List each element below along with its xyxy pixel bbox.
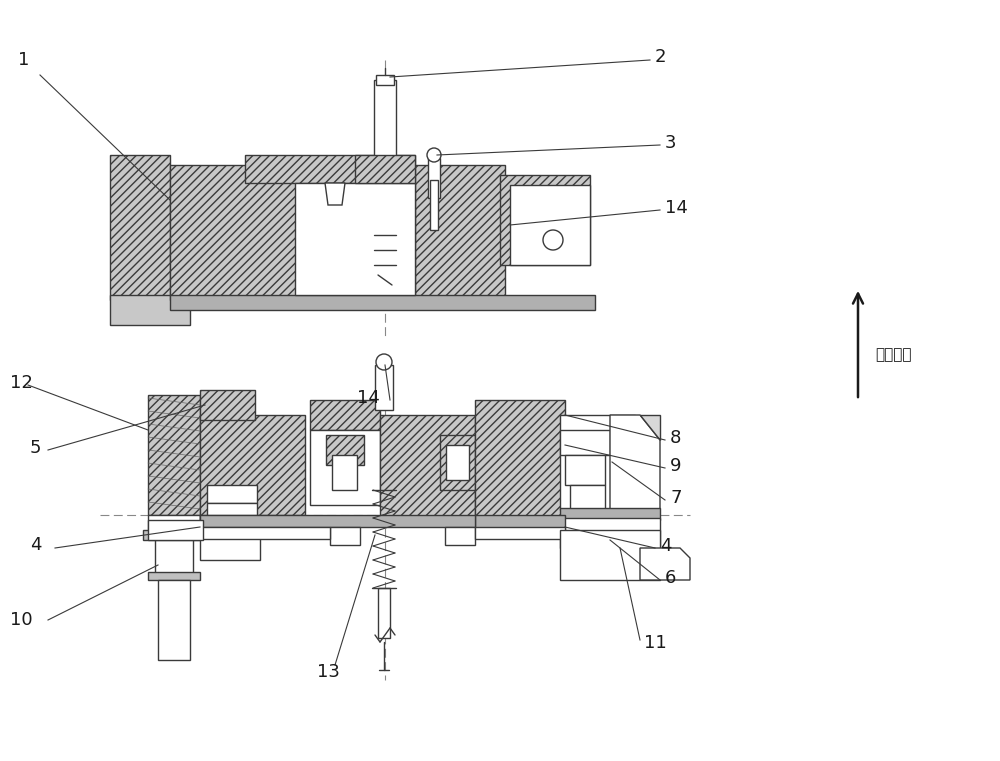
Text: 14: 14 <box>665 199 688 217</box>
Polygon shape <box>640 415 660 440</box>
Bar <box>155 540 193 575</box>
Text: 5: 5 <box>30 439 42 457</box>
Bar <box>560 430 610 455</box>
Bar <box>110 155 170 300</box>
Bar <box>200 515 305 530</box>
Bar <box>326 435 364 465</box>
Text: 10: 10 <box>10 611 33 629</box>
Bar <box>445 527 475 545</box>
Text: 3: 3 <box>665 134 676 152</box>
Circle shape <box>376 354 392 370</box>
Bar <box>355 155 415 183</box>
Bar <box>374 80 396 170</box>
Bar <box>446 445 469 480</box>
Bar <box>200 390 255 420</box>
Bar <box>332 455 357 490</box>
Bar <box>143 530 205 540</box>
Bar <box>440 435 475 490</box>
Bar <box>148 572 200 580</box>
Bar <box>375 365 393 410</box>
Bar <box>310 430 380 505</box>
Bar <box>500 175 590 265</box>
Bar <box>207 485 257 503</box>
Text: 8: 8 <box>670 429 681 447</box>
Bar <box>560 508 660 520</box>
Bar <box>200 515 475 527</box>
Bar <box>415 165 505 300</box>
Text: 13: 13 <box>317 663 339 681</box>
Bar <box>560 518 660 548</box>
Polygon shape <box>610 415 660 510</box>
Bar <box>475 515 565 533</box>
Text: 对插方向: 对插方向 <box>875 348 912 362</box>
Text: 7: 7 <box>670 489 682 507</box>
Bar <box>310 400 380 430</box>
Bar <box>200 527 330 539</box>
Text: 1: 1 <box>18 51 29 69</box>
Bar <box>380 415 475 520</box>
Bar <box>170 165 300 300</box>
Polygon shape <box>640 548 690 580</box>
Text: 14: 14 <box>357 389 379 407</box>
Bar <box>378 588 390 638</box>
Circle shape <box>543 230 563 250</box>
Bar <box>475 527 565 539</box>
Bar <box>428 158 440 198</box>
Bar <box>148 395 200 515</box>
Bar <box>510 185 590 265</box>
Circle shape <box>427 148 441 162</box>
Bar <box>330 527 360 545</box>
Text: 2: 2 <box>655 48 666 66</box>
Bar <box>170 295 595 310</box>
Bar <box>295 183 415 295</box>
Bar <box>560 530 660 580</box>
Text: 11: 11 <box>644 634 667 652</box>
Polygon shape <box>325 183 345 205</box>
Bar <box>110 295 190 325</box>
Bar <box>475 400 565 520</box>
Bar <box>570 485 605 510</box>
Bar <box>200 530 260 560</box>
Text: 4: 4 <box>30 536 42 554</box>
Text: 9: 9 <box>670 457 682 475</box>
Text: 12: 12 <box>10 374 33 392</box>
Bar <box>158 580 190 660</box>
Bar <box>565 455 605 485</box>
Bar <box>376 75 394 85</box>
Text: 6: 6 <box>665 569 676 587</box>
Bar <box>245 155 415 183</box>
Bar <box>560 415 635 510</box>
Bar <box>148 515 200 533</box>
Bar <box>207 503 257 515</box>
Text: 4: 4 <box>660 537 672 555</box>
Bar <box>430 180 438 230</box>
Bar <box>148 520 203 540</box>
Bar <box>200 415 305 520</box>
